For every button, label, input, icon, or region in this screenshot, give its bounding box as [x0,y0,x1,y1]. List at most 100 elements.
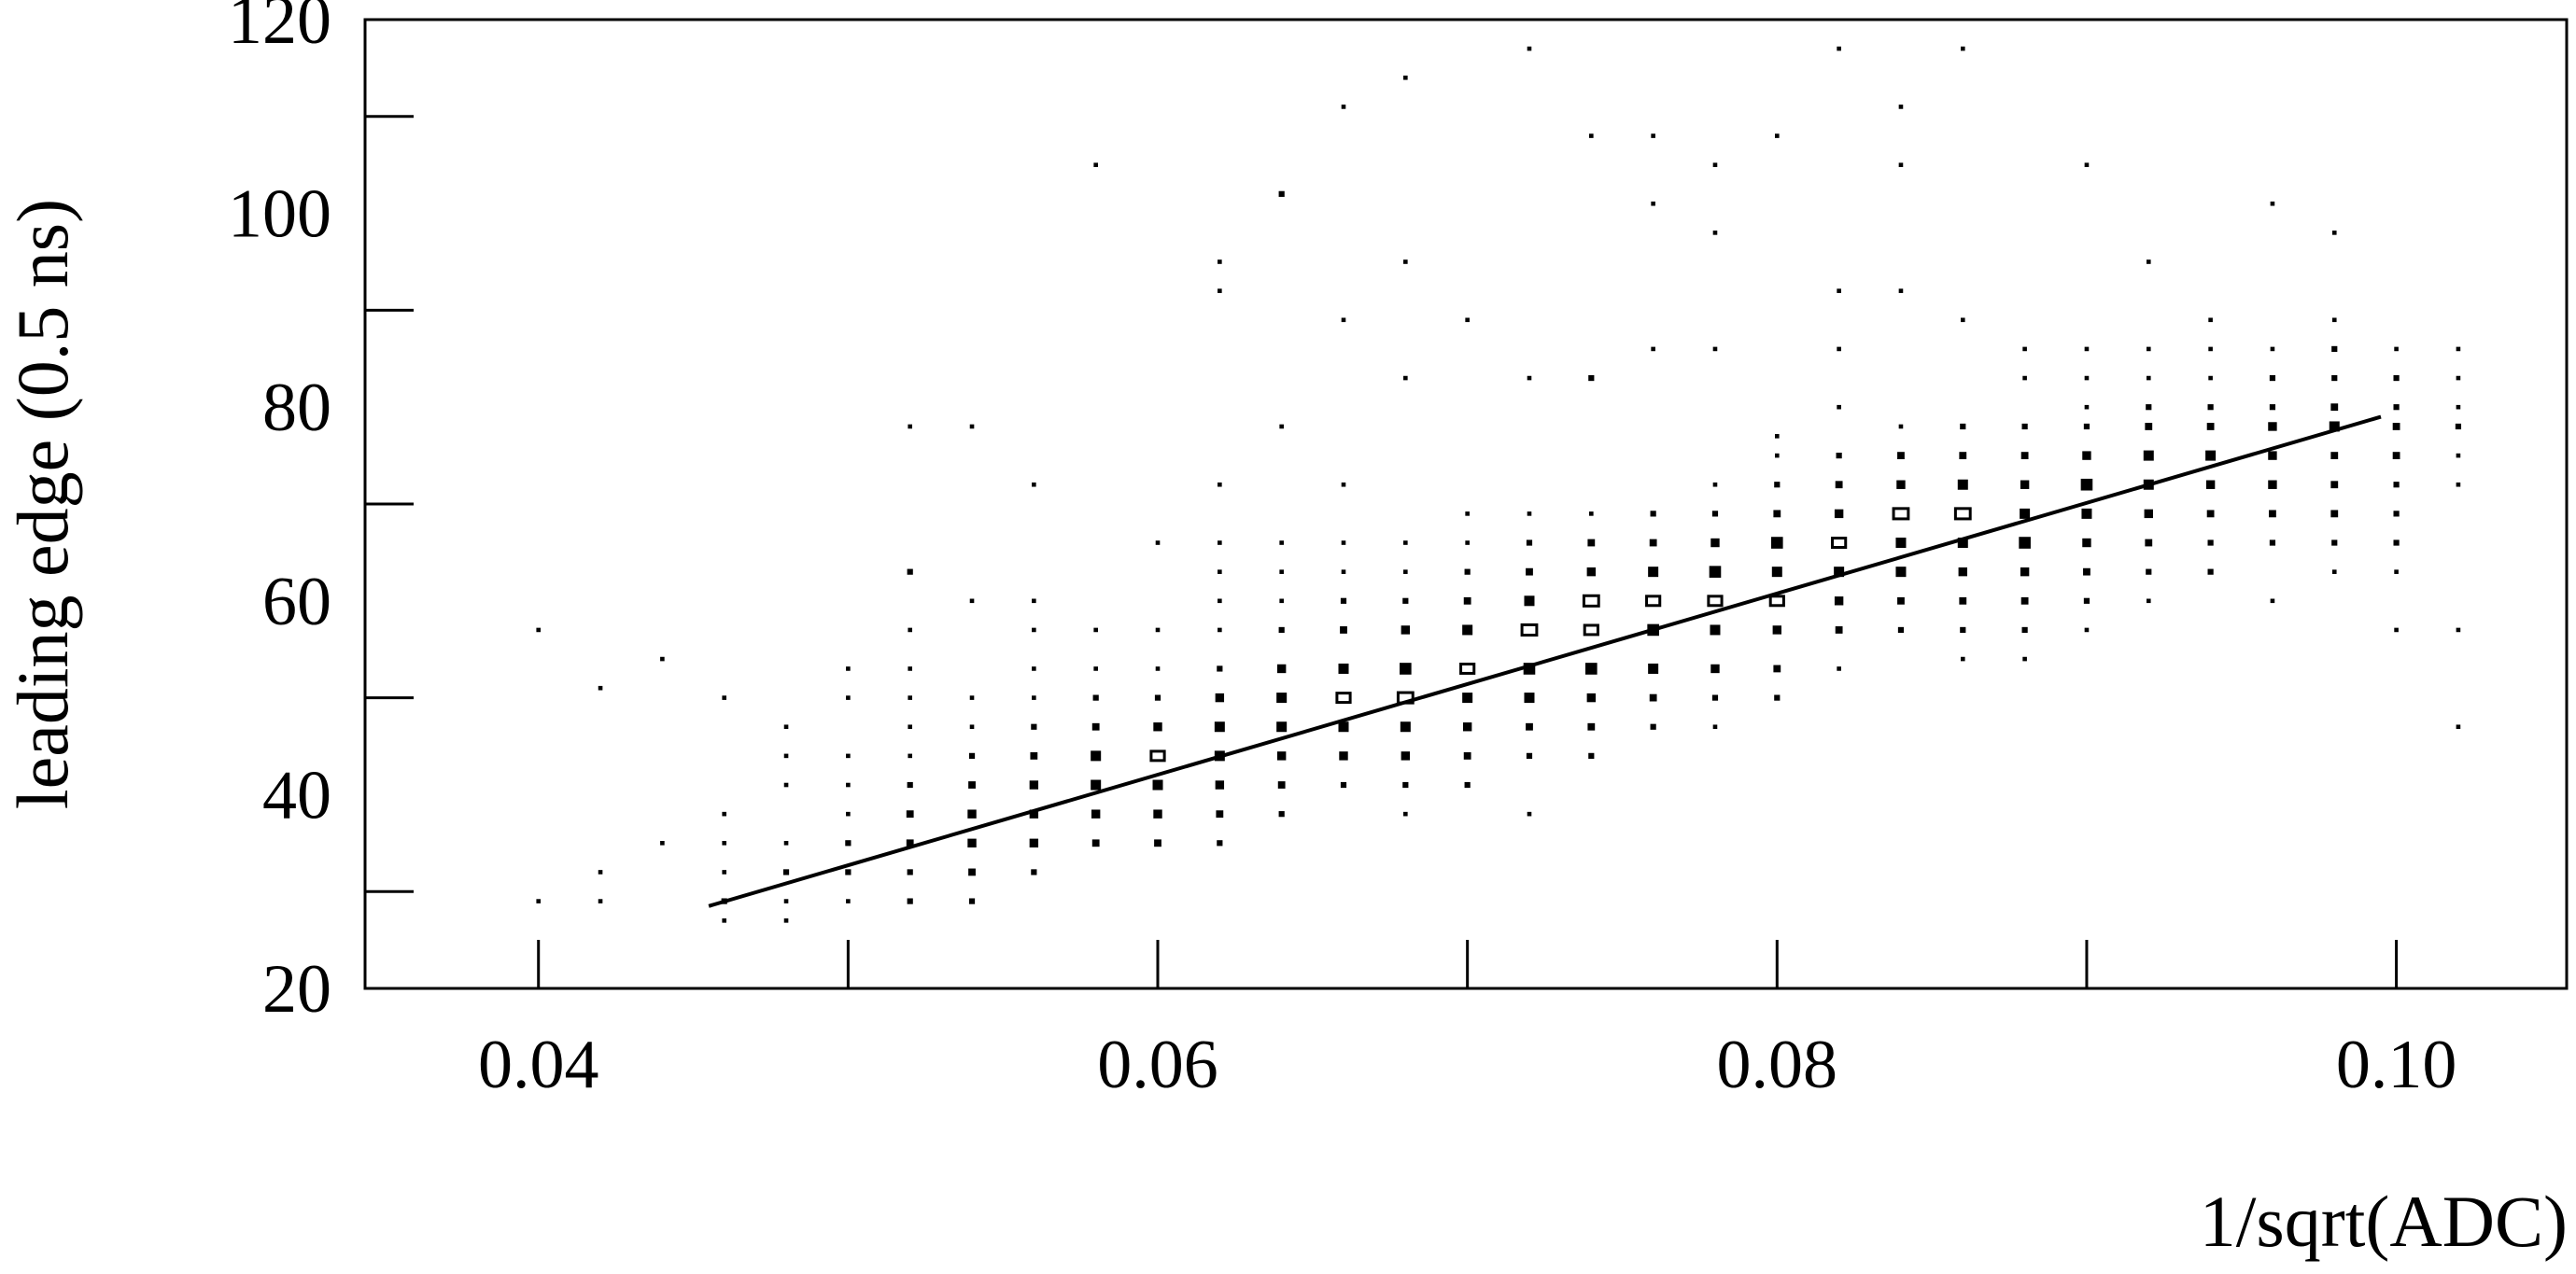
tick-labels: 0.04 0.06 0.08 0.10 20 40 60 80 100 120 [228,0,2456,1103]
histogram-cell [1960,423,1966,430]
histogram-cell [1648,663,1659,674]
histogram-cell [2456,375,2461,381]
histogram-cell [1341,482,1346,487]
histogram-cell [968,868,976,876]
histogram-cell [967,838,977,847]
histogram-cell [2145,423,2153,430]
histogram-cell [1462,722,1472,732]
histogram-cell [907,869,913,875]
histogram-cell [1341,105,1346,109]
histogram-cell [1218,288,1222,293]
histogram-cell [2331,345,2338,353]
histogram-cell [2456,404,2461,410]
histogram-cell [2268,422,2277,431]
histogram-cell [969,724,975,730]
histogram-cell [2208,317,2213,323]
histogram-cell [783,753,789,759]
histogram-cell [1712,162,1718,167]
histogram-cell [1465,511,1470,516]
histogram-cell [1526,722,1533,731]
histogram-cell [2022,375,2027,381]
histogram-cell [1526,567,1533,576]
histogram-cell [2269,404,2276,411]
histogram-cell [2208,375,2213,381]
histogram-cell [1774,694,1781,701]
histogram-cell [1031,723,1037,730]
histogram-cell [2455,423,2462,430]
histogram-cell [1153,722,1162,732]
histogram-cell [1524,595,1535,607]
histogram-cell [1091,779,1102,791]
histogram-cell [846,811,851,817]
histogram-cell [1834,596,1844,606]
histogram-cell [1898,162,1904,167]
histogram-cell [2270,598,2275,604]
histogram-cell [1710,664,1720,674]
histogram-cell [1032,627,1036,633]
histogram-cell [1526,752,1533,759]
histogram-cell [2331,374,2338,382]
histogram-cell [846,753,851,759]
histogram-cell [2081,508,2092,519]
histogram-cell [1960,656,1965,662]
histogram-cell [722,811,727,817]
histogram-cell [1520,623,1539,637]
histogram-cell [2456,724,2461,730]
histogram-cell [2083,597,2090,604]
histogram-cell [1029,809,1039,819]
histogram-cell [908,724,912,730]
histogram-cell [2145,539,2153,547]
histogram-cell [1526,539,1533,546]
histogram-cell [2393,539,2400,546]
histogram-cell [1465,317,1470,323]
histogram-cell [2330,481,2339,489]
histogram-cell [1341,317,1346,323]
y-tick-label: 20 [262,951,331,1028]
histogram-cell [969,695,975,700]
histogram-cell [1831,537,1848,549]
histogram-cell [2207,539,2214,546]
histogram-cell [1279,569,1284,574]
histogram-cell [1585,663,1598,675]
histogram-cell [1589,133,1594,138]
histogram-cell [2144,509,2153,519]
histogram-cell [1093,666,1098,671]
histogram-cell [1462,624,1473,636]
histogram-cell [1649,539,1657,547]
histogram-cell [1586,693,1597,703]
histogram-cell [2084,404,2090,410]
histogram-cell [1897,626,1905,634]
histogram-cell [1218,627,1222,633]
histogram-cell [2021,423,2028,430]
histogram-cell [845,869,852,875]
axis-ticks [365,115,2399,988]
histogram-cell [2084,375,2090,381]
histogram-cell [1338,663,1349,674]
histogram-cell [906,810,914,819]
histogram-cell [1898,288,1904,293]
histogram-cell [1340,626,1347,634]
histogram-cell [1772,625,1782,635]
histogram-cell [1651,346,1655,352]
histogram-cell [1403,540,1408,545]
histogram-cell [908,627,912,633]
y-tick-label: 60 [262,564,331,640]
histogram-cell [2269,510,2276,518]
x-tick-label: 0.08 [1717,1027,1838,1103]
histogram-cell [783,918,789,923]
histogram-cell [1278,190,1285,197]
histogram-cell [1527,811,1532,817]
histogram-cell [1773,510,1781,518]
histogram-cell [1773,665,1781,673]
histogram-cell [1091,839,1100,847]
histogram-cell [1959,452,1967,459]
histogram-cell [1712,482,1718,487]
histogram-cell [2456,346,2461,352]
histogram-cell [1341,540,1346,545]
histogram-cell [2456,482,2461,487]
histogram-cell [1217,665,1223,672]
histogram-cell [1960,46,1965,51]
histogram-cell [1465,540,1470,545]
histogram-cell [1712,724,1718,730]
histogram-cell [2020,508,2031,519]
